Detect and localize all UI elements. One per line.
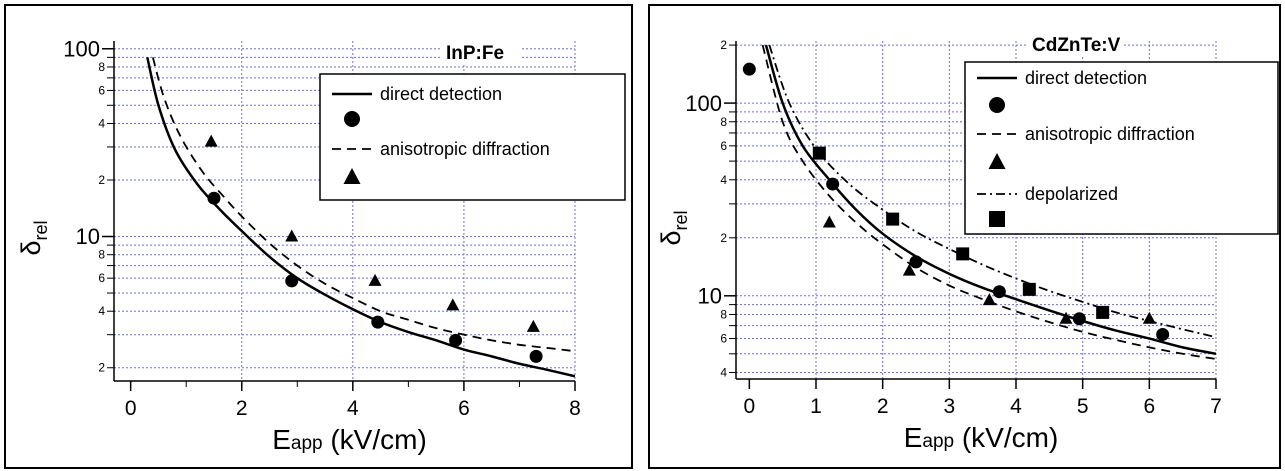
x-tick-label: 8 [569, 397, 581, 420]
chart-cdznte-v: 10 100 4 6 8 2 4 6 8 2 0 1 2 3 4 5 6 7 Eapp (kV/cm) δrel CdZ… [656, 31, 1279, 453]
y-minor-tick-label: 8 [720, 307, 727, 321]
legend-label: direct detection [1025, 68, 1147, 88]
legend-label: direct detection [380, 84, 502, 104]
x-tick-label: 6 [1143, 395, 1155, 418]
anisotropic-diffraction-point [368, 273, 382, 286]
anisotropic-diffraction-point [982, 293, 996, 306]
y-minor-tick-label: 8 [720, 115, 727, 129]
y-tick-label: 10 [76, 224, 100, 249]
x-tick-label: 5 [1077, 395, 1089, 418]
y-minor-tick-label: 6 [98, 83, 105, 97]
anisotropic-diffraction-point [204, 134, 218, 147]
chart-title: CdZnTe:V [1032, 35, 1121, 56]
legend-triangle-marker [343, 168, 361, 184]
legend-circle-marker [344, 111, 360, 127]
y-minor-tick-label: 2 [98, 173, 105, 187]
y-minor-tick-label: 2 [720, 231, 727, 245]
y-minor-tick-label: 8 [98, 60, 105, 74]
direct-detection-point [826, 177, 840, 191]
legend-label: depolarized [1025, 184, 1118, 204]
legend-label: anisotropic diffraction [380, 139, 550, 159]
depolarized-point [1022, 282, 1036, 296]
y-minor-tick-label: 6 [720, 332, 727, 346]
anisotropic-diffraction-point [1059, 311, 1073, 324]
chart-panel-cdznte-v: 10 100 4 6 8 2 4 6 8 2 0 1 2 3 4 5 6 7 Eapp (kV/cm) δrel CdZ… [648, 4, 1281, 469]
title-background [440, 39, 520, 65]
x-tick-label: 4 [347, 397, 359, 420]
direct-detection-point [207, 191, 221, 205]
direct-detection-point [529, 349, 543, 363]
anisotropic-diffraction-point [902, 263, 916, 276]
depolarized-point [812, 146, 826, 160]
legend-box [964, 61, 1279, 235]
y-minor-tick-label: 4 [98, 304, 105, 318]
direct-detection-point [1072, 312, 1086, 326]
x-tick-label: 0 [743, 395, 755, 418]
x-tick-label: 2 [877, 395, 889, 418]
x-tick-label: 3 [943, 395, 955, 418]
direct-detection-point [1156, 327, 1170, 341]
x-tick-label: 2 [236, 397, 248, 420]
x-axis-label: Eapp (kV/cm) [904, 422, 1059, 453]
anisotropic-diffraction-point [822, 215, 836, 228]
x-tick-label: 7 [1210, 395, 1222, 418]
anisotropic-diffraction-point [446, 298, 460, 311]
x-tick-label: 0 [125, 397, 137, 420]
y-minor-tick-label: 6 [98, 271, 105, 285]
y-minor-tick-label: 2 [720, 38, 727, 52]
chart-inp-fe: 10 100 2 4 6 8 2 4 6 8 0 2 4 6 8 Eapp (kV/cm) δrel InP:Fe… [16, 36, 626, 455]
direct-detection-point [909, 255, 923, 269]
direct-detection-point [285, 274, 299, 288]
y-minor-tick-label: 6 [720, 139, 727, 153]
depolarized-point [886, 212, 900, 226]
y-tick-label: 100 [685, 91, 722, 116]
y-minor-tick-label: 2 [98, 361, 105, 375]
direct-detection-curve [764, 44, 1216, 356]
legend-circle-marker [989, 97, 1005, 113]
anisotropic-diffraction-point [526, 319, 540, 332]
depolarized-point [956, 247, 970, 261]
y-axis-label: δrel [656, 210, 691, 245]
x-tick-label: 6 [458, 397, 470, 420]
anisotropic-diffraction-point [1142, 311, 1156, 324]
depolarized-curve [768, 44, 1216, 339]
chart-panel-inp-fe: 10 100 2 4 6 8 2 4 6 8 0 2 4 6 8 Eapp (kV/cm) δrel InP:Fe… [4, 4, 633, 469]
chart-title: InP:Fe [446, 43, 504, 64]
anisotropic-diffraction-curve [761, 44, 1216, 360]
x-tick-label: 4 [1010, 395, 1022, 418]
y-axis-label: δrel [16, 220, 51, 255]
title-background [1026, 31, 1124, 57]
legend-triangle-marker [988, 153, 1006, 169]
depolarized-point [1096, 305, 1110, 319]
x-axis-label: Eapp (kV/cm) [272, 424, 427, 455]
legend-label: anisotropic diffraction [1025, 124, 1195, 144]
y-minor-tick-label: 8 [98, 248, 105, 262]
anisotropic-diffraction-point [285, 229, 299, 242]
x-tick-label: 1 [810, 395, 822, 418]
direct-detection-point [449, 333, 463, 347]
direct-detection-point [742, 62, 756, 76]
direct-detection-curve [146, 57, 575, 378]
anisotropic-diffraction-curve [152, 57, 575, 353]
y-minor-tick-label: 4 [720, 365, 727, 379]
y-tick-label: 10 [698, 283, 722, 308]
y-minor-tick-label: 4 [720, 173, 727, 187]
direct-detection-point [992, 285, 1006, 299]
y-minor-tick-label: 4 [98, 116, 105, 130]
y-tick-label: 100 [63, 36, 100, 61]
legend-square-marker [989, 211, 1005, 227]
direct-detection-point [371, 315, 385, 329]
